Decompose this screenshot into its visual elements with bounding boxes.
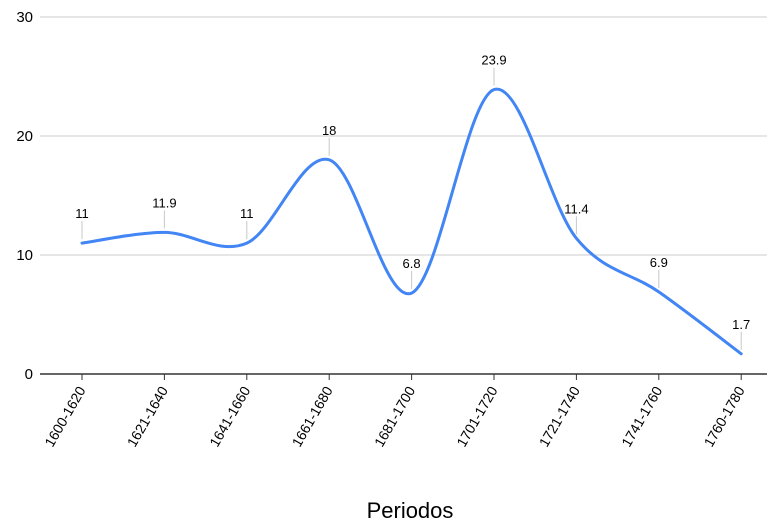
y-tick-label: 0 bbox=[25, 366, 33, 383]
x-axis-title: Periodos bbox=[367, 498, 454, 523]
y-tick-label: 10 bbox=[16, 247, 33, 264]
y-tick-label: 20 bbox=[16, 128, 33, 145]
data-labels: 11 11.9 11 18 6.8 23.9 11.4 6.9 1.7 bbox=[75, 53, 750, 332]
x-tick-label: 1641-1660 bbox=[206, 383, 253, 449]
y-axis-ticks: 0 10 20 30 bbox=[16, 9, 33, 383]
data-label: 11 bbox=[75, 206, 89, 221]
y-tick-label: 30 bbox=[16, 9, 33, 26]
data-label: 6.9 bbox=[650, 255, 668, 270]
data-label: 23.9 bbox=[481, 53, 506, 68]
x-tick-label: 1760-1780 bbox=[700, 383, 747, 449]
x-tick-label: 1621-1640 bbox=[124, 383, 171, 449]
data-label: 6.8 bbox=[403, 256, 421, 271]
data-label: 11.9 bbox=[152, 195, 176, 210]
x-axis: 1600-1620 1621-1640 1641-1660 1661-1680 1681… bbox=[40, 373, 767, 449]
x-tick-label: 1600-1620 bbox=[41, 383, 88, 449]
x-tick-label: 1741-1760 bbox=[618, 383, 665, 449]
series-line bbox=[80, 87, 743, 356]
series-group bbox=[80, 87, 743, 356]
x-tick-label: 1661-1680 bbox=[288, 383, 335, 449]
x-tick-label: 1701-1720 bbox=[453, 383, 500, 449]
data-label: 11.4 bbox=[564, 201, 588, 216]
x-tick-label: 1721-1740 bbox=[536, 383, 583, 449]
grid-lines bbox=[40, 16, 767, 256]
x-tick-label: 1681-1700 bbox=[371, 383, 418, 449]
data-label: 11 bbox=[240, 206, 254, 221]
data-label: 18 bbox=[322, 123, 336, 138]
data-label: 1.7 bbox=[732, 317, 750, 332]
data-label-leaders bbox=[81, 67, 742, 350]
